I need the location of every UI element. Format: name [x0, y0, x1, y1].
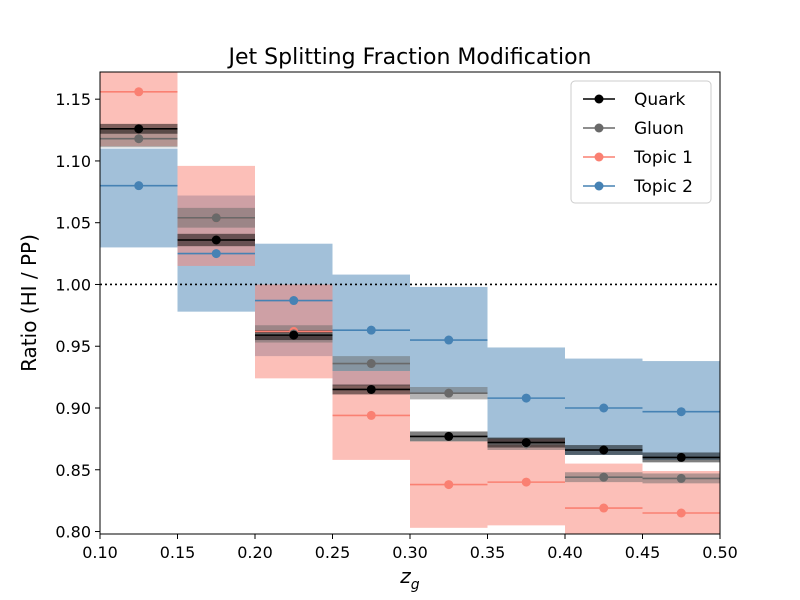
x-tick-label: 0.15 — [160, 543, 196, 562]
legend-quark-marker — [594, 94, 604, 104]
quark-point — [599, 445, 609, 455]
gluon-point — [211, 213, 221, 223]
quark-point — [366, 384, 376, 394]
y-tick-label: 1.00 — [55, 275, 91, 294]
quark-point — [444, 431, 454, 441]
gluon-point — [444, 388, 454, 398]
legend-topic-1-label: Topic 1 — [633, 148, 693, 168]
topic-2-point — [366, 325, 376, 335]
topic-1-point — [521, 477, 531, 487]
topic-1-point — [366, 410, 376, 420]
x-tick-label: 0.25 — [315, 543, 351, 562]
gluon-point — [134, 134, 144, 144]
x-tick-label: 0.20 — [237, 543, 273, 562]
topic-1-point — [676, 508, 686, 518]
legend-topic-1-marker — [594, 152, 604, 162]
axes: 0.10 0.15 0.20 0.25 0.30 0.35 0.40 0.45 0.50 0.80… — [55, 71, 738, 562]
plot-area — [100, 72, 720, 534]
topic-2-point — [444, 335, 454, 345]
x-tick-label: 0.30 — [392, 543, 428, 562]
topic-2-point — [289, 296, 299, 306]
topic-2-point — [599, 403, 609, 413]
legend-gluon-marker — [594, 123, 604, 133]
topic-2-point — [211, 249, 221, 259]
legend-quark-label: Quark — [634, 90, 686, 110]
topic-2-point — [676, 407, 686, 417]
topic-2-point — [521, 393, 531, 403]
legend: Quark Gluon Topic 1 Topic 2 — [570, 80, 712, 204]
y-tick-label: 0.95 — [55, 337, 91, 356]
x-axis-title-main: z — [399, 564, 411, 588]
x-tick-label: 0.45 — [625, 543, 661, 562]
quark-point — [211, 235, 221, 245]
topic-1-point — [134, 87, 144, 97]
y-axis-title: Ratio (HI / PP) — [17, 234, 41, 372]
quark-point — [521, 438, 531, 448]
topic-1-point — [444, 480, 454, 490]
topic-1-point — [599, 503, 609, 513]
legend-topic-2-marker — [594, 181, 604, 191]
legend-topic-2-label: Topic 2 — [633, 177, 693, 197]
topic-2-band — [100, 148, 178, 248]
quark-point — [134, 124, 144, 134]
gluon-point — [366, 359, 376, 369]
plot-contents — [100, 72, 720, 534]
x-axis-title-subscript: g — [411, 577, 420, 593]
x-axis-title: zg — [399, 564, 420, 593]
y-tick-label: 1.15 — [55, 90, 91, 109]
y-tick-label: 1.10 — [55, 152, 91, 171]
y-tick-label: 1.05 — [55, 214, 91, 233]
x-tick-label: 0.50 — [702, 543, 738, 562]
y-tick-label: 0.85 — [55, 461, 91, 480]
chart-title: Jet Splitting Fraction Modification — [227, 45, 592, 70]
quark-point — [676, 452, 686, 462]
legend-box — [570, 80, 712, 204]
y-tick-label: 0.80 — [55, 523, 91, 542]
gluon-point — [676, 473, 686, 483]
legend-gluon-label: Gluon — [634, 119, 684, 139]
y-tick-label: 0.90 — [55, 399, 91, 418]
x-tick-label: 0.35 — [470, 543, 506, 562]
gluon-point — [599, 472, 609, 482]
x-tick-label: 0.10 — [82, 543, 118, 562]
topic-2-point — [134, 181, 144, 191]
quark-point — [289, 330, 299, 340]
x-tick-label: 0.40 — [547, 543, 583, 562]
